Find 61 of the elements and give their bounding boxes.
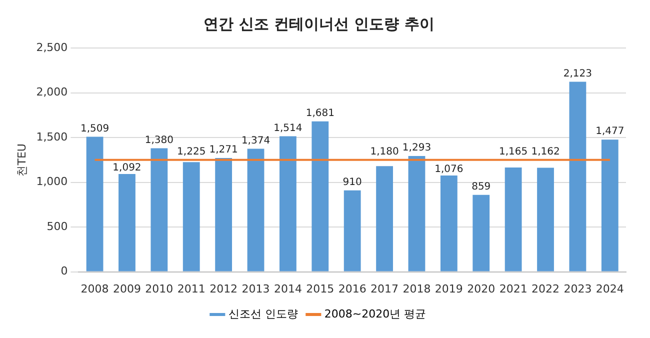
bar <box>247 148 264 272</box>
x-tick-label: 2010 <box>145 282 174 296</box>
bar <box>312 121 329 272</box>
data-label: 1,225 <box>177 146 206 158</box>
chart-title: 연간 신조 컨테이너선 인도량 추이 <box>204 14 434 33</box>
data-label: 1,374 <box>241 135 270 146</box>
y-tick-label: 500 <box>46 220 68 233</box>
x-tick-label: 2022 <box>532 282 560 296</box>
data-label: 1,509 <box>80 123 110 134</box>
bar <box>537 168 554 272</box>
bar <box>376 166 393 272</box>
x-tick-label: 2009 <box>112 282 141 296</box>
x-tick-label: 2018 <box>402 282 431 296</box>
bar <box>118 174 136 272</box>
bar <box>86 136 104 272</box>
data-label: 1,092 <box>112 162 142 174</box>
data-label: 1,514 <box>274 122 302 134</box>
bar <box>440 175 458 272</box>
y-tick-label: 2,500 <box>36 40 68 54</box>
x-tick-label: 2017 <box>370 282 399 296</box>
data-label: 2,123 <box>563 68 592 80</box>
data-label: 1,681 <box>306 108 334 119</box>
x-tick-label: 2021 <box>499 282 528 296</box>
x-tick-label: 2013 <box>242 282 270 296</box>
x-tick-label: 2011 <box>177 282 206 296</box>
bar <box>601 140 618 272</box>
bar <box>280 136 296 272</box>
data-label: 1,162 <box>531 146 560 158</box>
bar <box>182 162 200 272</box>
y-tick-label: 1,000 <box>36 175 68 188</box>
x-tick-label: 2020 <box>467 282 496 296</box>
bar <box>472 194 490 272</box>
x-tick-label: 2019 <box>434 282 463 296</box>
data-label: 1,380 <box>144 134 174 146</box>
data-label: 1,180 <box>370 146 399 158</box>
y-axis-title: 천TEU <box>15 144 28 176</box>
x-tick-label: 2015 <box>306 282 334 296</box>
data-label: 1,293 <box>402 142 432 154</box>
x-tick-label: 2016 <box>338 282 366 296</box>
bar <box>408 156 426 272</box>
x-tick-label: 2024 <box>596 282 624 296</box>
data-label: 1,076 <box>434 164 464 176</box>
data-label: 1,477 <box>596 126 624 138</box>
bar <box>504 168 522 272</box>
legend-label: 2008~2020년 평균 <box>324 307 426 320</box>
x-tick-label: 2023 <box>564 282 592 296</box>
data-label: 1,165 <box>499 146 528 158</box>
bar <box>569 82 586 272</box>
bar <box>344 190 361 272</box>
bar <box>215 158 232 272</box>
data-label: 859 <box>472 181 491 192</box>
data-label: 910 <box>342 176 362 188</box>
legend-label: 신조선 인도량 <box>228 307 298 320</box>
data-label: 1,271 <box>209 144 238 156</box>
x-tick-label: 2012 <box>210 282 238 296</box>
y-tick-label: 1,500 <box>36 130 68 144</box>
y-tick-label: 2,000 <box>36 86 68 99</box>
x-tick-label: 2008 <box>80 282 109 296</box>
bar <box>150 148 168 272</box>
x-tick-label: 2014 <box>274 282 302 296</box>
y-tick-label: 0 <box>60 264 68 278</box>
